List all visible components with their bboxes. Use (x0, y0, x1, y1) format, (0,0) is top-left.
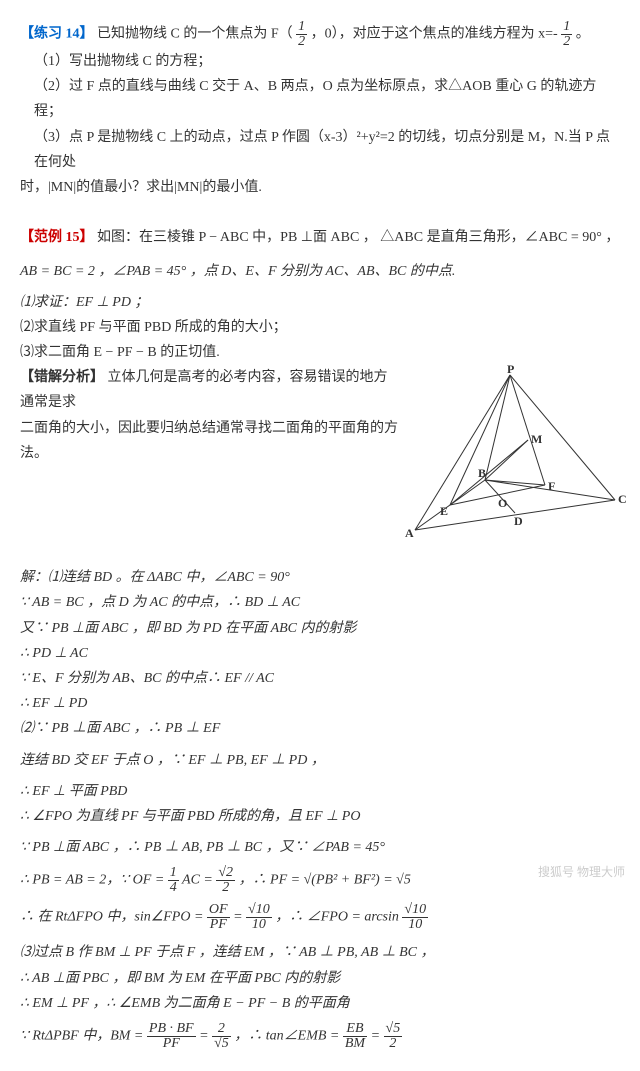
ex14-intro-a: 已知抛物线 C 的一个焦点为 F（ (97, 27, 293, 42)
sol-s2c: ∴ PD ⊥ AC (20, 641, 620, 666)
exercise-15: 【范例 15】 如图：在三棱锥 P − ABC 中，PB ⊥面 ABC ， △A… (20, 225, 620, 466)
watermark: 搜狐号 物理大师 (538, 862, 625, 884)
sol-s2b: 又∵ PB ⊥面 ABC ，即 BD 为 PD 在平面 ABC 内的射影 (20, 616, 620, 641)
frac-half-1: 12 (296, 20, 307, 49)
sol-s9: ∴ 在 RtΔFPO 中，sin∠FPO = OFPF = √1010 ，∴ ∠… (20, 903, 620, 932)
ex15-title: 【范例 15】 (20, 230, 94, 245)
sol-s13: ∵ RtΔPBF 中，BM = PB · BFPF = 2√5 ，∴ tan∠E… (20, 1022, 620, 1051)
sol-s11: ∴ AB ⊥面 PBC ，即 BM 为 EM 在平面 PBC 内的射影 (20, 966, 620, 991)
sol-s10: ⑶过点 B 作 BM ⊥ PF 于点 F ，连结 EM ，∵ AB ⊥ PB, … (20, 940, 620, 965)
ex15-q1: ⑴求证：EF ⊥ PD ； (20, 290, 620, 315)
ex14-q3b: 时，|MN|的值最小？求出|MN|的最小值. (20, 175, 620, 200)
sol-s4: 连结 BD 交 EF 于点 O ，∵ EF ⊥ PB, EF ⊥ PD ， (20, 748, 620, 773)
label-E: E (440, 504, 448, 518)
sol-s12: ∴ EM ⊥ PF ，∴ ∠EMB 为二面角 E − PF − B 的平面角 (20, 991, 620, 1016)
exercise-14: 【练习 14】 已知抛物线 C 的一个焦点为 F（ 12 ，0），对应于这个焦点… (20, 20, 620, 200)
sol-s6: ∴ ∠FPO 为直线 PF 与平面 PBD 所成的角，且 EF ⊥ PO (20, 804, 620, 829)
ex14-q2: （2）过 F 点的直线与曲线 C 交于 A、B 两点，O 点为坐标原点，求△AO… (34, 74, 620, 124)
ex14-intro-b: ，0），对应于这个焦点的准线方程为 x=- (311, 27, 558, 42)
ex15-intro1: 如图：在三棱锥 P − ABC 中，PB ⊥面 ABC ， △ABC 是直角三角… (97, 230, 619, 245)
ex14-intro-c: 。 (576, 27, 590, 42)
label-B: B (478, 466, 486, 480)
label-A: A (405, 526, 414, 540)
label-M: M (531, 432, 542, 446)
sol-s1: 解：⑴连结 BD 。在 ΔABC 中，∠ABC = 90° (20, 565, 620, 590)
sol-s7: ∵ PB ⊥面 ABC ，∴ PB ⊥ AB, PB ⊥ BC ，又∵ ∠PAB… (20, 835, 620, 860)
sol-s2d: ∵ E、F 分别为 AB、BC 的中点∴ EF // AC (20, 666, 620, 691)
frac-half-2: 12 (561, 20, 572, 49)
label-O: O (498, 496, 507, 510)
sol-s5: ∴ EF ⊥ 平面 PBD (20, 779, 620, 804)
solution: 解：⑴连结 BD 。在 ΔABC 中，∠ABC = 90° ∵ AB = BC … (20, 565, 620, 1051)
sol-s8: ∴ PB = AB = 2，∵ OF = 14 AC = √22 ，∴ PF =… (20, 866, 620, 895)
geometry-diagram: P A B C D E F M O (400, 365, 620, 545)
sol-s2a: ∵ AB = BC ，点 D 为 AC 的中点，∴ BD ⊥ AC (20, 590, 620, 615)
ex15-intro2: AB = BC = 2 ，∠PAB = 45° ，点 D、E、F 分别为 AC、… (20, 259, 620, 284)
sol-s2e: ∴ EF ⊥ PD (20, 691, 620, 716)
err-title: 【错解分析】 (20, 370, 104, 385)
ex14-q1: （1）写出抛物线 C 的方程； (34, 49, 620, 74)
label-C: C (618, 492, 627, 506)
sol-s3: ⑵∵ PB ⊥面 ABC ，∴ PB ⊥ EF (20, 716, 620, 741)
ex14-q3a: （3）点 P 是抛物线 C 上的动点，过点 P 作圆（x-3）²+y²=2 的切… (34, 125, 620, 175)
ex14-title: 【练习 14】 (20, 27, 94, 42)
ex15-q2: ⑵求直线 PF 与平面 PBD 所成的角的大小； (20, 315, 620, 340)
label-D: D (514, 514, 523, 528)
label-F: F (548, 479, 555, 493)
ex15-q3: ⑶求二面角 E − PF − B 的正切值. (20, 340, 620, 365)
label-P: P (507, 362, 514, 376)
